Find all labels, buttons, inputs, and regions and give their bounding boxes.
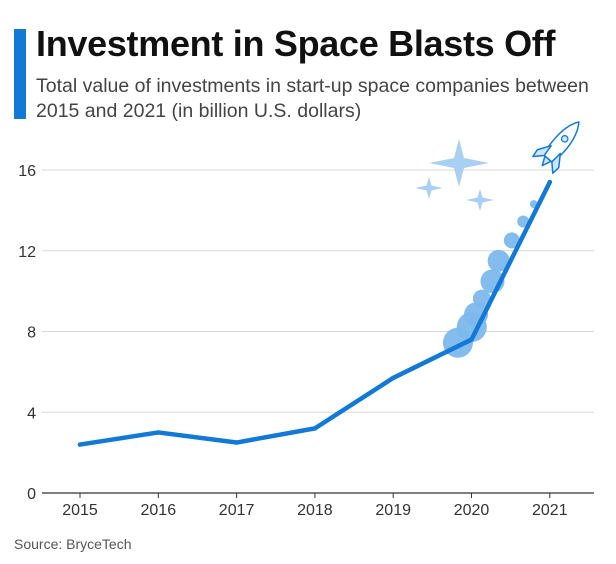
sparkle-small-icon [415, 177, 443, 199]
y-tick-label-16: 16 [18, 163, 36, 180]
data-point-2016 [156, 430, 161, 435]
line-chart: 0 4 8 12 16 2015 2016 2017 2018 2019 2020 2021 [18, 121, 594, 519]
x-tick-label-2017: 2017 [219, 502, 255, 519]
sparkle-small-icon [466, 189, 494, 211]
data-point-2019 [391, 375, 396, 381]
data-point-2018 [312, 426, 318, 431]
x-tick-label-2020: 2020 [454, 502, 490, 519]
chart-subtitle: Total value of investments in start-up s… [36, 75, 589, 122]
chart-title: Investment in Space Blasts Off [36, 23, 556, 64]
rocket-window [560, 134, 569, 143]
data-point-2021 [547, 179, 552, 185]
y-axis-ticks: 0 4 8 12 16 [18, 163, 36, 503]
series-layer [77, 179, 553, 447]
y-tick-label-12: 12 [18, 244, 36, 261]
y-tick-label-4: 4 [27, 405, 36, 422]
smoke-puff [487, 249, 510, 272]
rocket-illustration [415, 121, 580, 358]
rocket-part [532, 144, 552, 158]
x-tick-label-2021: 2021 [532, 502, 568, 519]
rocket-part [541, 155, 552, 167]
x-tick-label-2015: 2015 [62, 502, 98, 519]
data-point-2020 [469, 337, 474, 342]
x-tick-label-2018: 2018 [297, 502, 333, 519]
source-note: Source: BryceTech [14, 536, 132, 552]
smoke-puff [503, 232, 520, 249]
y-tick-label-8: 8 [27, 325, 36, 342]
x-tick-label-2019: 2019 [375, 502, 411, 519]
rocket-part [551, 152, 562, 174]
y-tick-label-0: 0 [27, 486, 36, 503]
data-point-2015 [77, 442, 83, 447]
smoke-puff [472, 289, 491, 308]
rocket-icon [532, 121, 580, 174]
grid-lines [42, 169, 594, 494]
title-accent-bar [14, 29, 26, 119]
data-point-2017 [234, 440, 239, 445]
x-axis-ticks: 2015 2016 2017 2018 2019 2020 2021 [62, 493, 568, 519]
x-tick-label-2016: 2016 [141, 502, 177, 519]
sparkle-large-icon [429, 139, 489, 187]
